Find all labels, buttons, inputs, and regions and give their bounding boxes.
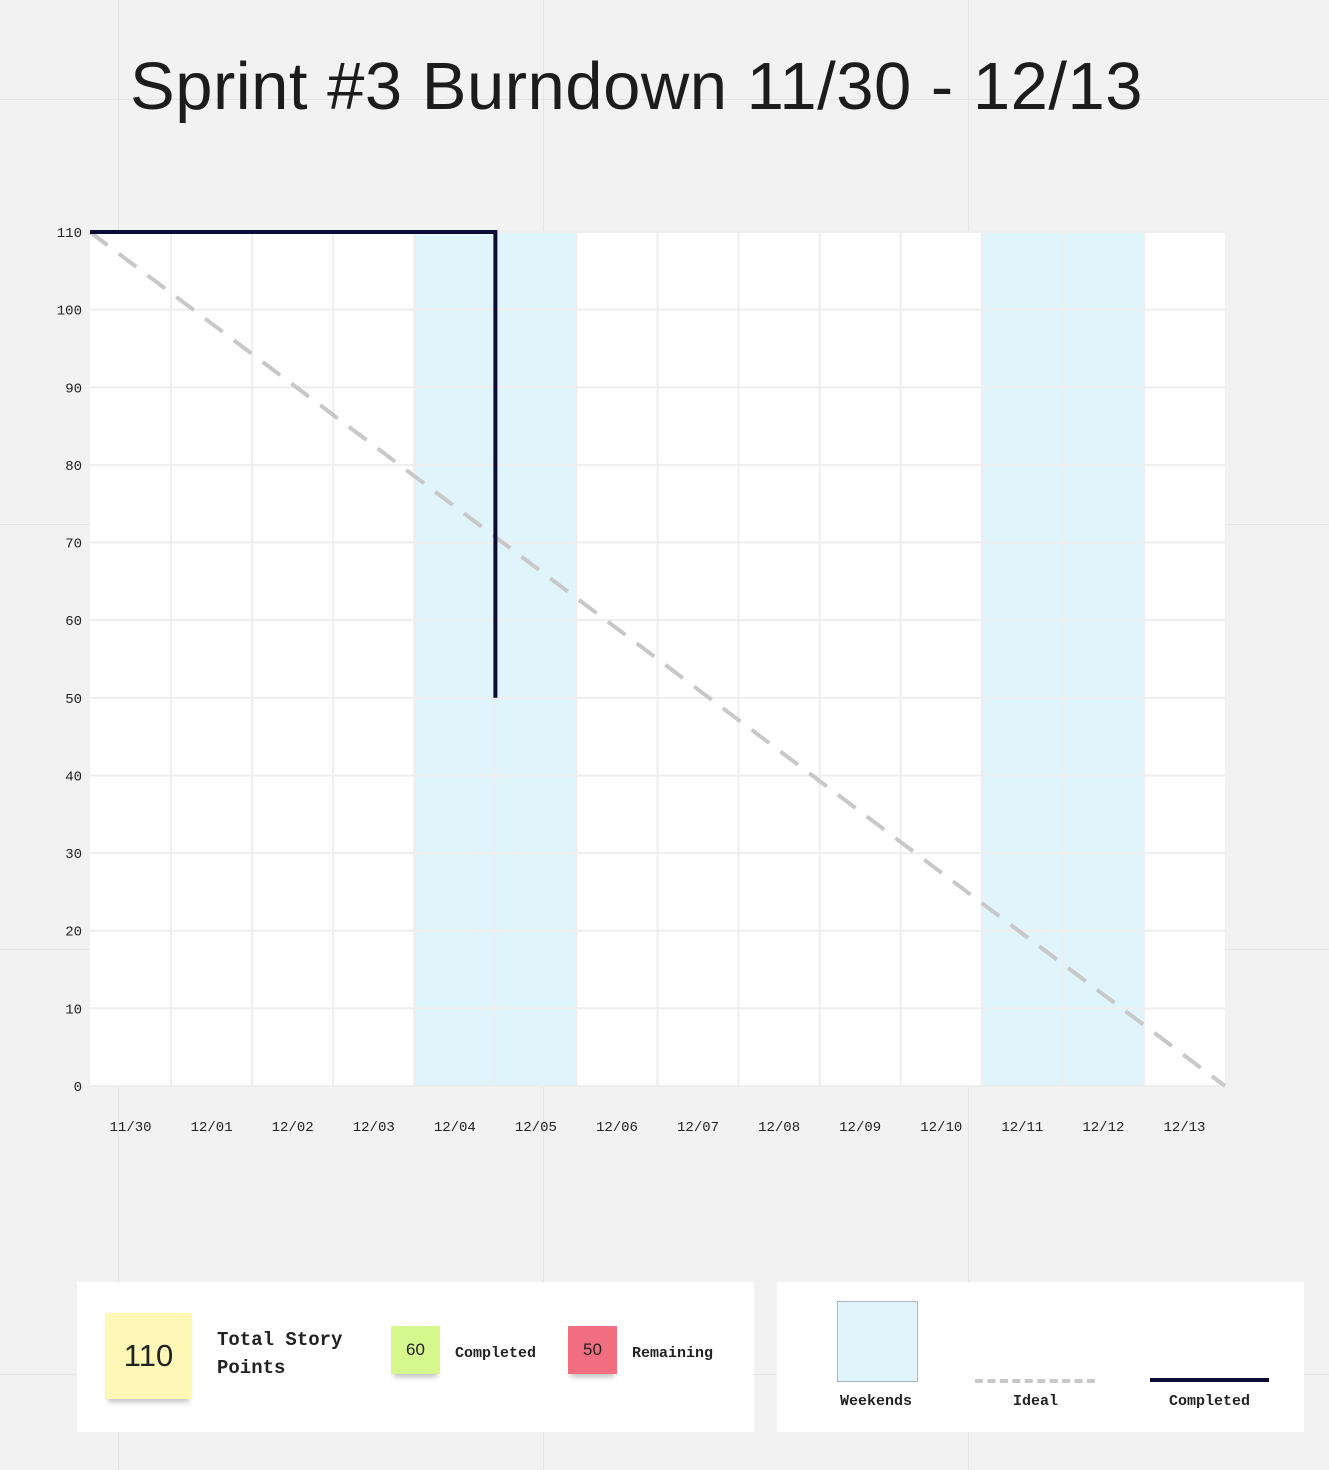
- y-tick-label: 0: [74, 1080, 82, 1096]
- x-tick-label: 11/30: [110, 1120, 152, 1136]
- y-tick-label: 50: [65, 692, 82, 708]
- completed-line: [90, 230, 498, 698]
- x-tick-label: 12/05: [515, 1120, 557, 1136]
- total-points-label: Total Story Points: [217, 1329, 343, 1379]
- remaining-points-label: Remaining: [632, 1345, 714, 1362]
- x-tick-label: 12/03: [353, 1120, 395, 1136]
- x-tick-label: 12/09: [839, 1120, 881, 1136]
- completed-points-note: 60: [391, 1326, 440, 1374]
- summary-panel: 110 Total Story Points 60 Completed 50 R…: [77, 1282, 754, 1432]
- total-points-note: 110: [105, 1313, 192, 1399]
- legend-ideal-label: Ideal: [1013, 1393, 1059, 1410]
- x-tick-label: 12/10: [920, 1120, 962, 1136]
- x-tick-label: 12/13: [1163, 1120, 1205, 1136]
- x-tick-label: 12/08: [758, 1120, 800, 1136]
- x-tick-label: 12/04: [434, 1120, 476, 1136]
- legend-weekends-swatch: [837, 1301, 918, 1382]
- x-tick-label: 12/07: [677, 1120, 719, 1136]
- burndown-chart: 0 10 20 30 40 50 60 70 80 90 100 110 11/30 12/01 12/02…: [57, 226, 1227, 1136]
- completed-points-value: 60: [406, 1340, 425, 1359]
- y-tick-label: 100: [57, 304, 82, 320]
- total-points-value: 110: [123, 1338, 174, 1373]
- legend-weekends-label: Weekends: [840, 1393, 913, 1410]
- x-tick-label: 12/02: [272, 1120, 314, 1136]
- x-tick-label: 12/01: [191, 1120, 233, 1136]
- y-tick-label: 20: [65, 925, 82, 941]
- y-tick-label: 30: [65, 847, 82, 863]
- ideal-line: [88, 230, 1227, 1088]
- legend-completed-line: [1150, 1378, 1269, 1382]
- legend-completed-label: Completed: [1169, 1393, 1251, 1410]
- legend-ideal-line: [975, 1379, 1095, 1383]
- chart-title: Sprint #3 Burndown 11/30 - 12/13: [130, 49, 1143, 124]
- x-tick-label: 12/11: [1001, 1120, 1043, 1136]
- legend-panel: Weekends Ideal Completed: [777, 1282, 1304, 1432]
- y-tick-label: 60: [65, 614, 82, 630]
- x-tick-label: 12/06: [596, 1120, 638, 1136]
- y-tick-label: 10: [65, 1002, 82, 1018]
- y-tick-label: 110: [57, 226, 82, 242]
- x-tick-label: 12/12: [1082, 1120, 1124, 1136]
- completed-points-label: Completed: [455, 1345, 537, 1362]
- y-tick-label: 90: [65, 381, 82, 397]
- remaining-points-note: 50: [568, 1326, 617, 1374]
- y-tick-label: 80: [65, 459, 82, 475]
- y-tick-label: 70: [65, 537, 82, 553]
- remaining-points-value: 50: [583, 1340, 602, 1359]
- y-tick-label: 40: [65, 769, 82, 785]
